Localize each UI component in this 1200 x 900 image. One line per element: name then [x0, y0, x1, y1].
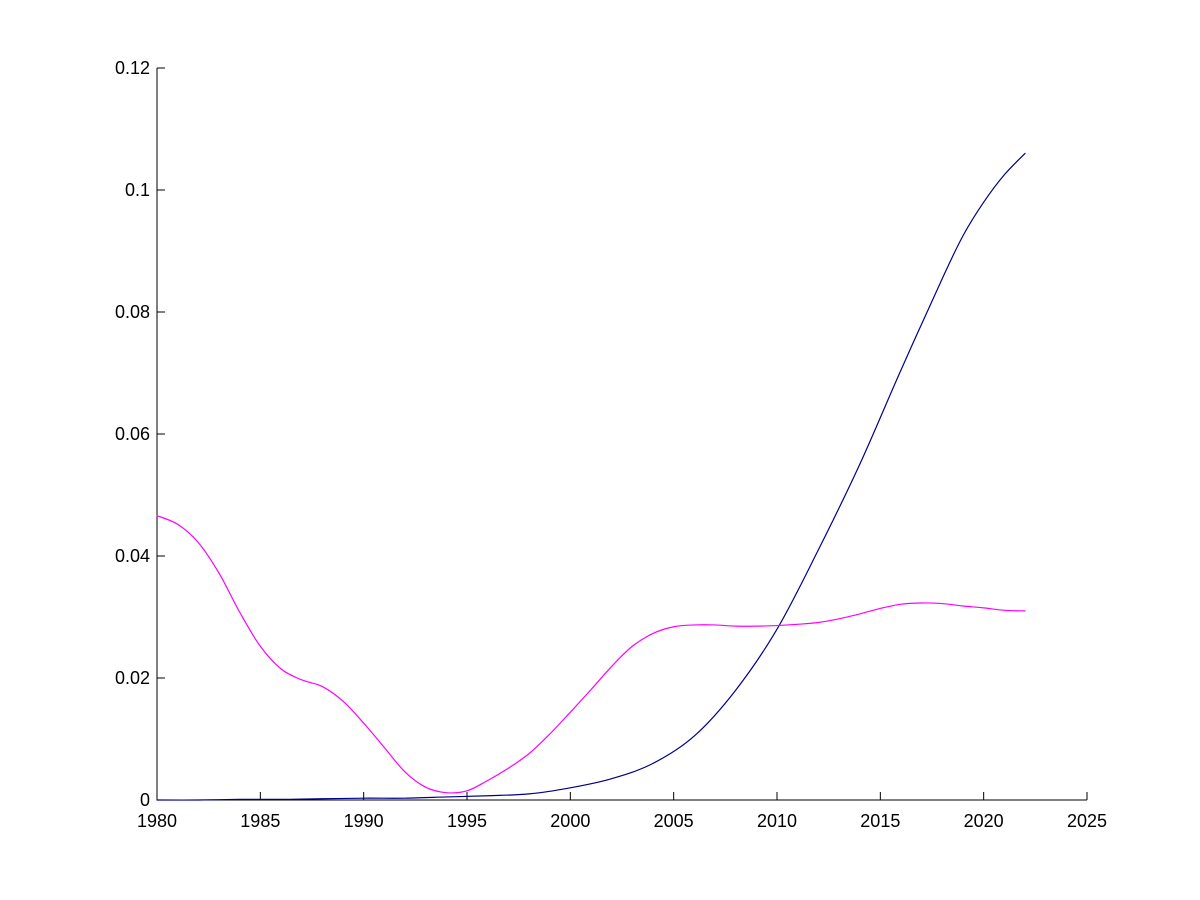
y-tick-label: 0: [140, 790, 150, 810]
x-tick-label: 1985: [240, 811, 280, 831]
x-tick-label: 1980: [137, 811, 177, 831]
x-tick-label: 2015: [860, 811, 900, 831]
x-tick-label: 2020: [964, 811, 1004, 831]
y-tick-label: 0.04: [115, 546, 150, 566]
series-line-2: [156, 515, 1026, 794]
x-tick-label: 2000: [550, 811, 590, 831]
axes: [156, 67, 1088, 801]
y-tick-label: 0.12: [115, 58, 150, 78]
y-tick-label: 0.02: [115, 668, 150, 688]
tick-labels: 1980 1985 1990 1995 2000 2005 2010 2015 2020 2025…: [115, 58, 1107, 831]
series-line-1: [156, 152, 1026, 801]
x-tick-label: 1995: [447, 811, 487, 831]
x-tick-label: 2010: [757, 811, 797, 831]
x-tick-label: 2005: [654, 811, 694, 831]
y-tick-label: 0.1: [125, 180, 150, 200]
x-tick-label: 1990: [344, 811, 384, 831]
series-group: [156, 152, 1026, 801]
x-tick-label: 2025: [1067, 811, 1107, 831]
y-tick-label: 0.08: [115, 302, 150, 322]
y-tick-label: 0.06: [115, 424, 150, 444]
